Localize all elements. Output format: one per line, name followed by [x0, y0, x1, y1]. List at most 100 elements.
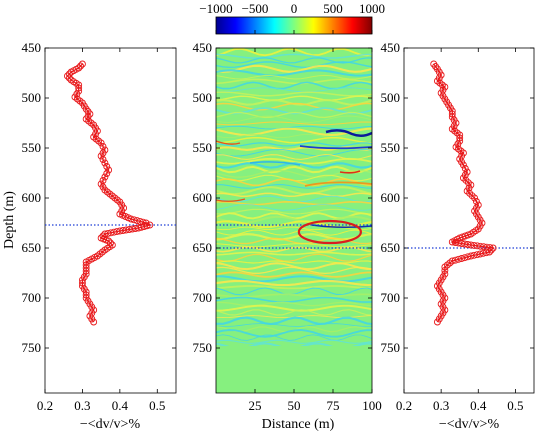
- data-point: [105, 166, 113, 174]
- reflection-layer: [216, 192, 372, 198]
- reflection-layer: [216, 127, 372, 137]
- x-tick-label: 100: [362, 398, 382, 413]
- highlight-ellipse: [297, 219, 362, 245]
- reflection-layer: [216, 233, 372, 241]
- data-point: [448, 110, 456, 118]
- left-dvv-series: [64, 60, 154, 326]
- left-x-axis-label: −<dv/v>%: [80, 417, 141, 432]
- data-point: [97, 152, 105, 160]
- data-point: [451, 256, 459, 264]
- data-point: [78, 279, 86, 287]
- y-tick-label: 700: [381, 290, 401, 305]
- reflection-layer: [216, 78, 372, 85]
- y-tick-label: 450: [381, 40, 401, 55]
- data-point: [479, 249, 487, 257]
- reflection-layer: [216, 142, 372, 147]
- data-point: [463, 187, 471, 195]
- data-point: [101, 159, 109, 167]
- y-tick-label: 500: [381, 90, 401, 105]
- data-point: [99, 156, 107, 163]
- y-tick-label: 500: [193, 90, 213, 105]
- reflection-layer: [216, 102, 372, 111]
- y-tick-label: 450: [22, 40, 42, 55]
- reflection-layer: [216, 136, 372, 144]
- reflection-layer: [216, 296, 372, 303]
- reflection-layer: [216, 125, 372, 130]
- data-point: [75, 84, 83, 92]
- reflection-layer: [216, 53, 372, 59]
- data-point: [476, 242, 484, 250]
- reflection-layer: [216, 208, 372, 215]
- reflection-layer: [216, 186, 372, 196]
- reflection-layer: [216, 260, 372, 264]
- x-tick-label: 50: [288, 398, 301, 413]
- colorbar-tick-label: −500: [242, 1, 269, 16]
- reflection-layer: [216, 316, 372, 326]
- right-axis-ticks: 450 500 550 600 650 700 750 0.2 0.3 0.4 0.5: [381, 40, 534, 413]
- y-tick-label: 750: [193, 340, 213, 355]
- reflection-layer: [216, 61, 372, 69]
- center-heatmap-background: [216, 48, 372, 393]
- data-point: [103, 170, 111, 177]
- colorbar-tick-label: 0: [291, 1, 298, 16]
- y-tick-label: 450: [193, 40, 213, 55]
- data-point: [472, 198, 480, 205]
- y-tick-label: 650: [381, 240, 401, 255]
- reflection-layer: [216, 279, 372, 287]
- data-point: [476, 250, 484, 258]
- anomaly-positive: [339, 170, 361, 174]
- reflection-layer: [216, 253, 372, 262]
- data-point: [101, 173, 109, 181]
- reflection-layer: [216, 271, 372, 278]
- reflection-layer: [216, 69, 372, 77]
- data-point: [473, 242, 481, 250]
- data-point: [471, 194, 479, 202]
- x-tick-label: 25: [249, 398, 262, 413]
- reflection-layer: [216, 251, 372, 256]
- reflection-layer: [216, 48, 372, 57]
- y-tick-label: 600: [381, 190, 401, 205]
- data-point: [468, 192, 476, 200]
- data-point: [456, 134, 464, 142]
- reflection-layer: [216, 266, 372, 275]
- data-point: [64, 72, 71, 80]
- data-point: [461, 254, 469, 262]
- x-tick-label: 75: [327, 398, 340, 413]
- data-point: [65, 74, 73, 82]
- data-point: [489, 244, 497, 252]
- data-point: [90, 318, 98, 326]
- anomaly-negative: [249, 161, 301, 166]
- reflection-layer: [216, 111, 372, 119]
- reflection-layer: [216, 74, 372, 80]
- zero-field: [216, 346, 372, 393]
- data-point: [462, 176, 470, 184]
- right-axes-frame: [403, 47, 535, 394]
- colorbar-tick-label: 500: [323, 1, 343, 16]
- y-tick-label: 700: [193, 290, 213, 305]
- reflection-layer: [216, 133, 372, 139]
- heatmap-reflection-layers: [216, 48, 372, 393]
- data-point: [139, 218, 147, 226]
- reflection-layer: [216, 201, 372, 206]
- colorbar-tick-label: 1000: [359, 1, 385, 16]
- anomaly-positive: [216, 140, 241, 145]
- data-point: [459, 174, 467, 182]
- reflection-layer: [216, 339, 372, 344]
- y-tick-label: 550: [381, 140, 401, 155]
- x-tick-label: 0.2: [37, 398, 53, 413]
- reflection-layer: [216, 301, 372, 307]
- reflection-layer: [216, 229, 372, 236]
- data-point: [441, 263, 449, 271]
- reflection-layer: [216, 81, 372, 90]
- data-point: [485, 248, 493, 256]
- y-tick-label: 650: [193, 240, 213, 255]
- reflection-layer: [216, 309, 372, 316]
- left-profile-panel: 450 500 550 600 650 700 750 0.2 0.3 0.4 0.5 Depth …: [2, 40, 177, 432]
- reflection-layer: [216, 195, 372, 203]
- x-tick-label: 0.4: [112, 398, 129, 413]
- x-tick-label: 0.5: [507, 398, 523, 413]
- colorbar-tick-label: −1000: [199, 1, 232, 16]
- x-tick-label: 0.5: [149, 398, 165, 413]
- reflection-layer: [216, 204, 372, 211]
- data-point: [97, 139, 105, 147]
